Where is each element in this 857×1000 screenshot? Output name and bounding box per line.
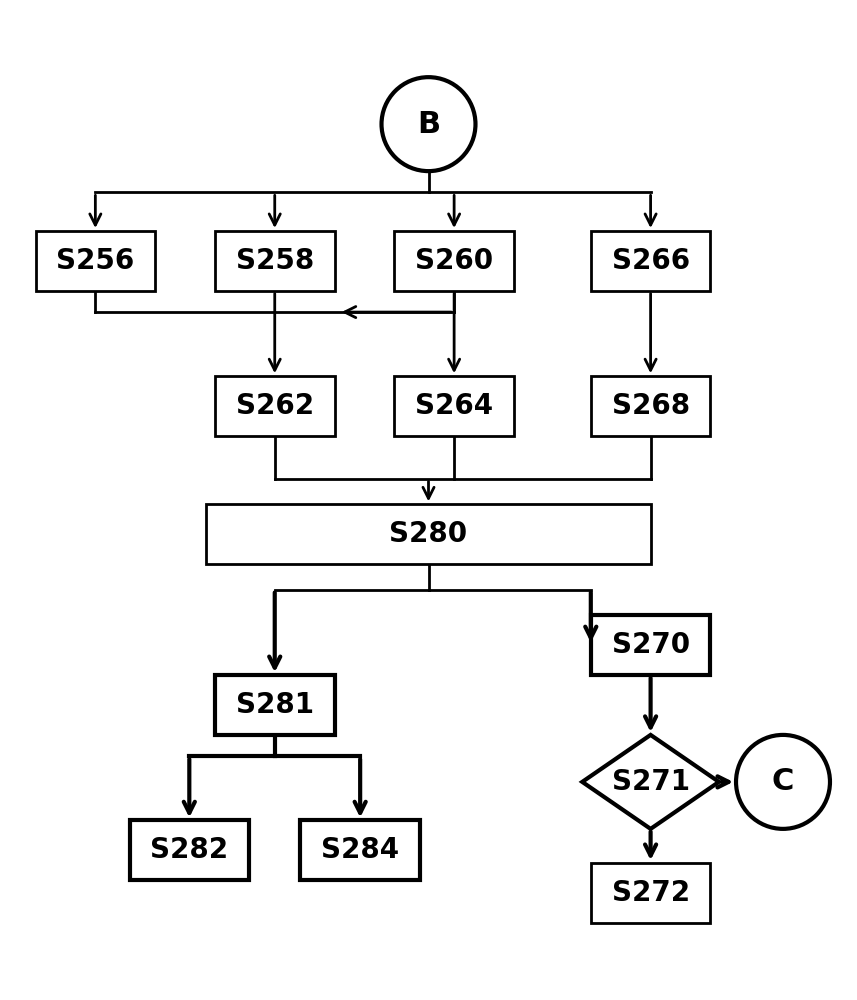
FancyBboxPatch shape [590, 376, 710, 436]
Text: S268: S268 [612, 392, 690, 420]
FancyBboxPatch shape [590, 231, 710, 291]
Text: S280: S280 [389, 520, 468, 548]
FancyBboxPatch shape [394, 231, 514, 291]
FancyBboxPatch shape [215, 231, 334, 291]
Text: S264: S264 [415, 392, 493, 420]
Text: S258: S258 [236, 247, 314, 275]
Text: S284: S284 [321, 836, 399, 864]
Circle shape [736, 735, 830, 829]
Text: S256: S256 [57, 247, 135, 275]
Text: S281: S281 [236, 691, 314, 719]
FancyBboxPatch shape [590, 615, 710, 675]
FancyBboxPatch shape [215, 376, 334, 436]
Polygon shape [582, 735, 719, 829]
FancyBboxPatch shape [300, 820, 420, 880]
FancyBboxPatch shape [590, 863, 710, 923]
Text: S271: S271 [612, 768, 690, 796]
Text: S262: S262 [236, 392, 314, 420]
Text: S282: S282 [150, 836, 228, 864]
Text: S260: S260 [415, 247, 493, 275]
Text: S266: S266 [612, 247, 690, 275]
FancyBboxPatch shape [129, 820, 249, 880]
FancyBboxPatch shape [394, 376, 514, 436]
Circle shape [381, 77, 476, 171]
FancyBboxPatch shape [207, 504, 650, 564]
Text: B: B [417, 110, 440, 139]
FancyBboxPatch shape [35, 231, 155, 291]
Text: S272: S272 [612, 879, 690, 907]
Text: C: C [772, 767, 794, 796]
FancyBboxPatch shape [215, 675, 334, 735]
Text: S270: S270 [612, 631, 690, 659]
